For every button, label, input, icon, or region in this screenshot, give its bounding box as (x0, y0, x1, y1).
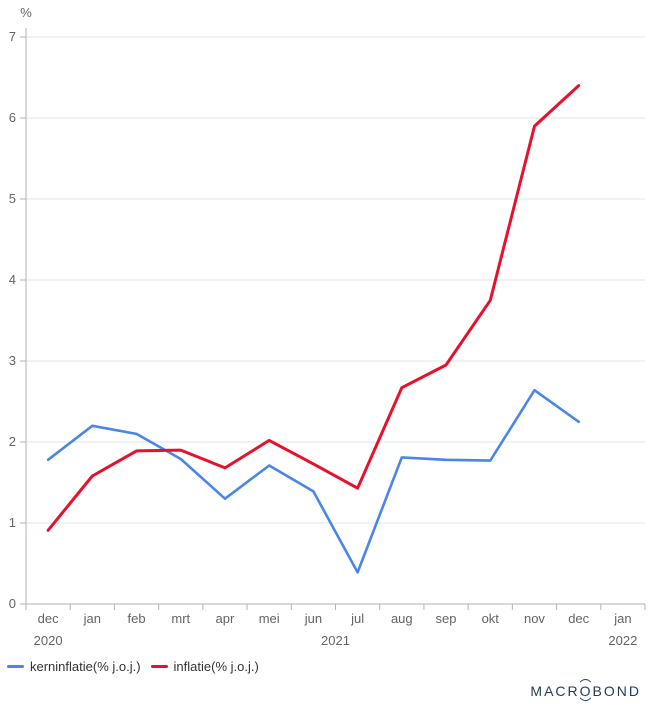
x-axis-month-label: aug (390, 611, 413, 626)
legend-label-kerninflatie: kerninflatie(% j.o.j.) (30, 659, 141, 674)
x-axis-month-label: feb (127, 611, 146, 626)
macrobond-logo: MACROBOND (530, 679, 641, 701)
y-axis-label: 5 (8, 191, 16, 206)
x-axis-month-label: jan (614, 611, 632, 626)
x-axis-month-label: mei (258, 611, 280, 626)
x-axis-month-label: dec (37, 611, 59, 626)
x-axis-year-label: 2022 (608, 633, 638, 648)
y-axis-unit-label: % (20, 5, 32, 20)
y-axis-label: 0 (8, 596, 16, 611)
logo-text-part: BOND (592, 683, 641, 699)
x-axis-month-label: jan (83, 611, 101, 626)
x-axis-month-label: dec (568, 611, 590, 626)
chart-legend: kerninflatie(% j.o.j.) inflatie(% j.o.j.… (7, 659, 259, 674)
inflatie-line-sample-icon (150, 665, 168, 668)
kerninflatie-line-sample-icon (7, 665, 24, 668)
x-axis-month-label: mrt (171, 611, 191, 626)
x-axis-year-label: 2020 (33, 633, 63, 648)
series-line-1 (46, 84, 581, 532)
logo-text-part: MACR (530, 683, 580, 699)
y-axis-label: 1 (8, 515, 16, 530)
y-axis-label: 2 (8, 434, 16, 449)
x-axis-month-label: jul (351, 611, 365, 626)
y-axis-label: 4 (8, 272, 16, 287)
x-axis-year-label: 2021 (321, 633, 350, 648)
legend-item-kerninflatie: kerninflatie(% j.o.j.) (7, 659, 141, 674)
y-axis-label: 3 (8, 353, 16, 368)
x-axis-month-label: nov (523, 611, 545, 626)
legend-label-inflatie: inflatie(% j.o.j.) (173, 659, 259, 674)
y-axis-label: 6 (8, 110, 16, 125)
x-axis-month-label: sep (435, 611, 457, 626)
legend-item-inflatie: inflatie(% j.o.j.) (150, 659, 259, 674)
logo-orbit-o-icon: O (576, 679, 594, 701)
y-axis-label: 7 (8, 29, 16, 44)
x-axis-month-label: apr (215, 611, 235, 626)
x-axis-month-label: okt (481, 611, 499, 626)
series-line-0 (46, 388, 581, 574)
x-axis-month-label: jun (304, 611, 323, 626)
